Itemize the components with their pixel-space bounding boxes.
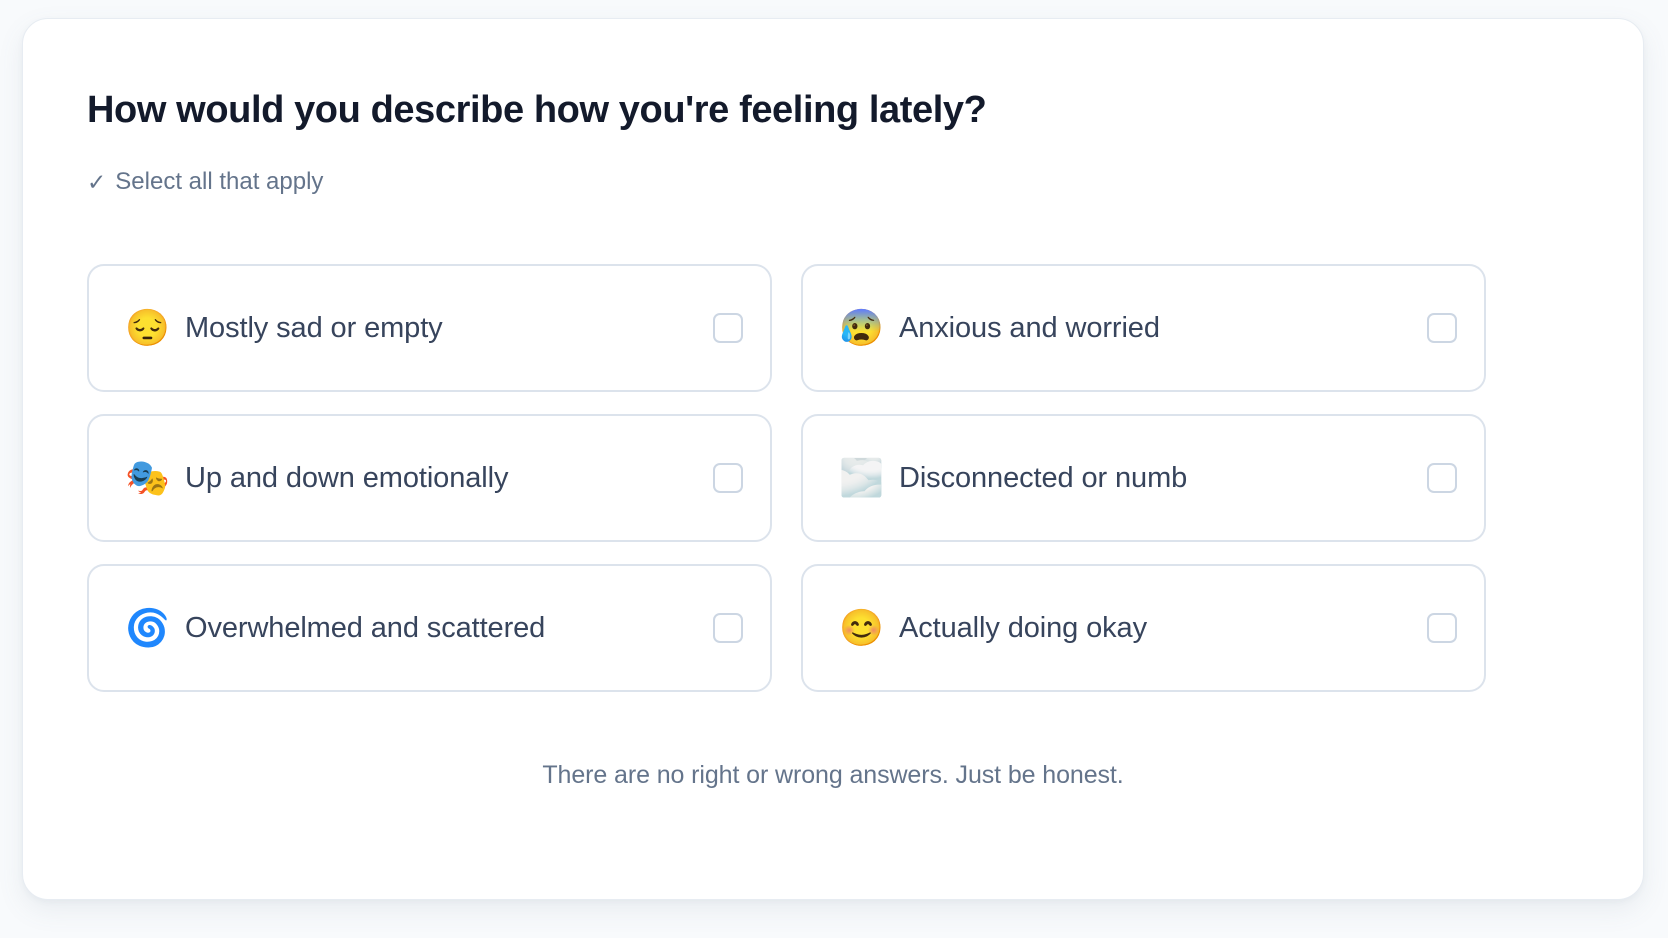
anxious-face-with-sweat-icon: 😰 [839, 307, 884, 348]
option-checkbox[interactable] [713, 613, 743, 643]
option-label: Mostly sad or empty [185, 311, 443, 344]
option-card-disconnected-or-numb[interactable]: 🌫️ Disconnected or numb [801, 414, 1486, 542]
cyclone-icon: 🌀 [125, 607, 170, 648]
option-label: Up and down emotionally [185, 461, 509, 494]
check-icon: ✓ [87, 168, 107, 195]
option-card-anxious-and-worried[interactable]: 😰 Anxious and worried [801, 264, 1486, 392]
select-all-hint: ✓ Select all that apply [87, 168, 323, 197]
option-label: Actually doing okay [899, 611, 1147, 644]
smiling-face-with-smiling-eyes-icon: 😊 [839, 607, 884, 648]
option-label: Disconnected or numb [899, 461, 1188, 494]
select-all-hint-label: Select all that apply [115, 168, 324, 195]
card-inner: How would you describe how you're feelin… [87, 19, 1579, 899]
question-card: How would you describe how you're feelin… [22, 18, 1644, 900]
option-checkbox[interactable] [1427, 463, 1457, 493]
option-checkbox[interactable] [713, 313, 743, 343]
fog-icon: 🌫️ [839, 457, 884, 498]
option-checkbox[interactable] [1427, 313, 1457, 343]
option-card-up-and-down-emotionally[interactable]: 🎭 Up and down emotionally [87, 414, 772, 542]
option-card-actually-doing-okay[interactable]: 😊 Actually doing okay [801, 564, 1486, 692]
options-grid: 😔 Mostly sad or empty 😰 Anxious and worr… [87, 264, 1579, 692]
page-title: How would you describe how you're feelin… [87, 89, 987, 131]
option-card-overwhelmed-and-scattered[interactable]: 🌀 Overwhelmed and scattered [87, 564, 772, 692]
option-card-mostly-sad-or-empty[interactable]: 😔 Mostly sad or empty [87, 264, 772, 392]
option-checkbox[interactable] [1427, 613, 1457, 643]
pensive-face-icon: 😔 [125, 307, 170, 348]
option-checkbox[interactable] [713, 463, 743, 493]
option-label: Anxious and worried [899, 311, 1160, 344]
footer-note: There are no right or wrong answers. Jus… [542, 761, 1124, 789]
performing-arts-masks-icon: 🎭 [125, 457, 170, 498]
option-label: Overwhelmed and scattered [185, 611, 546, 644]
